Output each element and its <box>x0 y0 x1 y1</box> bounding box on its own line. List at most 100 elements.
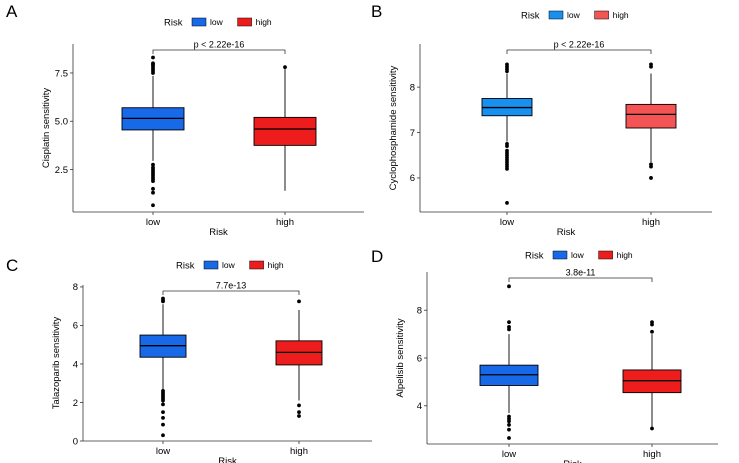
x-axis-title: Risk <box>218 456 237 463</box>
panel-d: D Risk low high 4 6 8 low high Risk Alpelisib sens… <box>371 247 718 463</box>
y-tick-label: 6 <box>73 321 78 332</box>
legend-label-low: low <box>567 10 581 20</box>
legend-label-high: high <box>617 250 633 260</box>
outlier-point <box>505 144 509 149</box>
box-body <box>253 116 317 146</box>
outlier-point <box>507 320 511 325</box>
box-high <box>622 320 682 431</box>
box-high <box>253 65 317 191</box>
legend-title: Risk <box>521 11 540 22</box>
y-axis-title: Cisplatin sensitivity <box>41 88 52 168</box>
legend-swatch-high <box>594 10 609 20</box>
outlier-point <box>151 186 155 191</box>
panel-b: B Risk low high 6 7 8 low high Risk Cyclophosphami… <box>371 2 712 238</box>
x-tick-label-high: high <box>276 217 294 228</box>
outlier-point <box>649 64 653 69</box>
y-tick-label: 7.5 <box>55 68 68 79</box>
outlier-point <box>151 55 155 60</box>
box-low <box>479 284 539 440</box>
panel-letter-c: C <box>6 256 18 275</box>
x-tick-label-low: low <box>502 449 516 460</box>
legend-label-high: high <box>613 10 629 20</box>
pvalue-line <box>508 277 653 282</box>
legend-swatch-high <box>237 17 252 27</box>
y-axis-title: Cyclophosphamide sensitivity <box>388 65 399 190</box>
outlier-point <box>507 422 511 427</box>
outlier-point <box>283 65 287 70</box>
pvalue-label: p < 2.22e-16 <box>554 40 605 50</box>
x-axis-title: Risk <box>209 227 228 238</box>
x-axis-title: Risk <box>557 227 576 238</box>
pvalue-label: 7.7e-13 <box>216 281 247 291</box>
outlier-point <box>151 71 155 75</box>
x-axis-title: Risk <box>563 459 582 463</box>
legend-label-low: low <box>210 17 224 27</box>
outlier-point <box>505 201 509 205</box>
legend-swatch-low <box>191 17 207 27</box>
pvalue-bracket: p < 2.22e-16 <box>152 40 286 54</box>
panel-a: A Risk low high 2.5 5.0 7.5 low high Risk Cisplati… <box>6 2 364 238</box>
y-tick-label: 8 <box>73 282 78 293</box>
legend-title: Risk <box>176 261 195 272</box>
outlier-point <box>650 426 654 431</box>
outlier-point <box>507 419 511 424</box>
pvalue-line <box>162 290 300 295</box>
outlier-point <box>505 166 509 171</box>
y-tick-label: 4 <box>73 359 78 370</box>
outlier-point <box>161 415 165 420</box>
panel-c: C Risk low high 0 2 4 6 8 low high Risk Talazoparib … <box>6 256 372 463</box>
outlier-point <box>151 190 155 195</box>
legend: Risk low high <box>176 260 284 272</box>
y-tick-label: 0 <box>73 436 78 447</box>
pvalue-label: 3.8e-11 <box>566 268 596 278</box>
panel-letter-d: D <box>371 247 383 266</box>
x-tick-label-low: low <box>156 446 170 457</box>
pvalue-line <box>506 49 652 54</box>
outlier-point <box>151 162 155 167</box>
legend-title: Risk <box>164 18 183 29</box>
panel-letter-a: A <box>6 2 18 21</box>
box-body <box>625 103 677 129</box>
y-tick-label: 8 <box>417 306 422 317</box>
legend-label-low: low <box>571 250 585 260</box>
legend: Risk low high <box>525 250 633 262</box>
outlier-point <box>650 329 654 334</box>
outlier-point <box>297 299 301 304</box>
pvalue-bracket: 3.8e-11 <box>508 268 653 282</box>
outlier-point <box>161 422 165 427</box>
pvalue-line <box>152 49 286 54</box>
outlier-point <box>161 410 165 415</box>
legend-swatch-high <box>249 260 264 270</box>
x-tick-label-high: high <box>643 449 661 460</box>
box-low <box>139 296 187 438</box>
outlier-point <box>507 436 511 440</box>
outlier-point <box>649 176 653 180</box>
y-tick-label: 5.0 <box>55 117 68 128</box>
pvalue-label: p < 2.22e-16 <box>194 40 245 50</box>
y-tick-label: 8 <box>410 82 415 93</box>
y-tick-label: 7 <box>410 128 415 139</box>
panel-letter-b: B <box>371 2 382 21</box>
y-tick-label: 6 <box>417 353 422 364</box>
legend-label-low: low <box>222 260 236 270</box>
box-high <box>275 299 323 418</box>
y-tick-label: 2.5 <box>55 165 68 176</box>
box-low <box>481 62 533 205</box>
outlier-point <box>297 410 301 415</box>
box-high <box>625 62 677 180</box>
y-tick-label: 2 <box>73 398 78 409</box>
x-tick-label-high: high <box>642 217 660 228</box>
box-low <box>121 55 185 208</box>
outlier-point <box>151 179 155 184</box>
pvalue-bracket: p < 2.22e-16 <box>506 40 652 54</box>
y-tick-label: 6 <box>410 173 415 184</box>
outlier-point <box>507 284 511 289</box>
outlier-point <box>161 402 165 407</box>
legend-swatch-low <box>203 260 219 270</box>
legend: Risk low high <box>164 17 272 29</box>
legend-swatch-low <box>552 250 568 260</box>
y-tick-label: 4 <box>417 401 422 412</box>
outlier-point <box>649 164 653 169</box>
outlier-point <box>297 403 301 408</box>
